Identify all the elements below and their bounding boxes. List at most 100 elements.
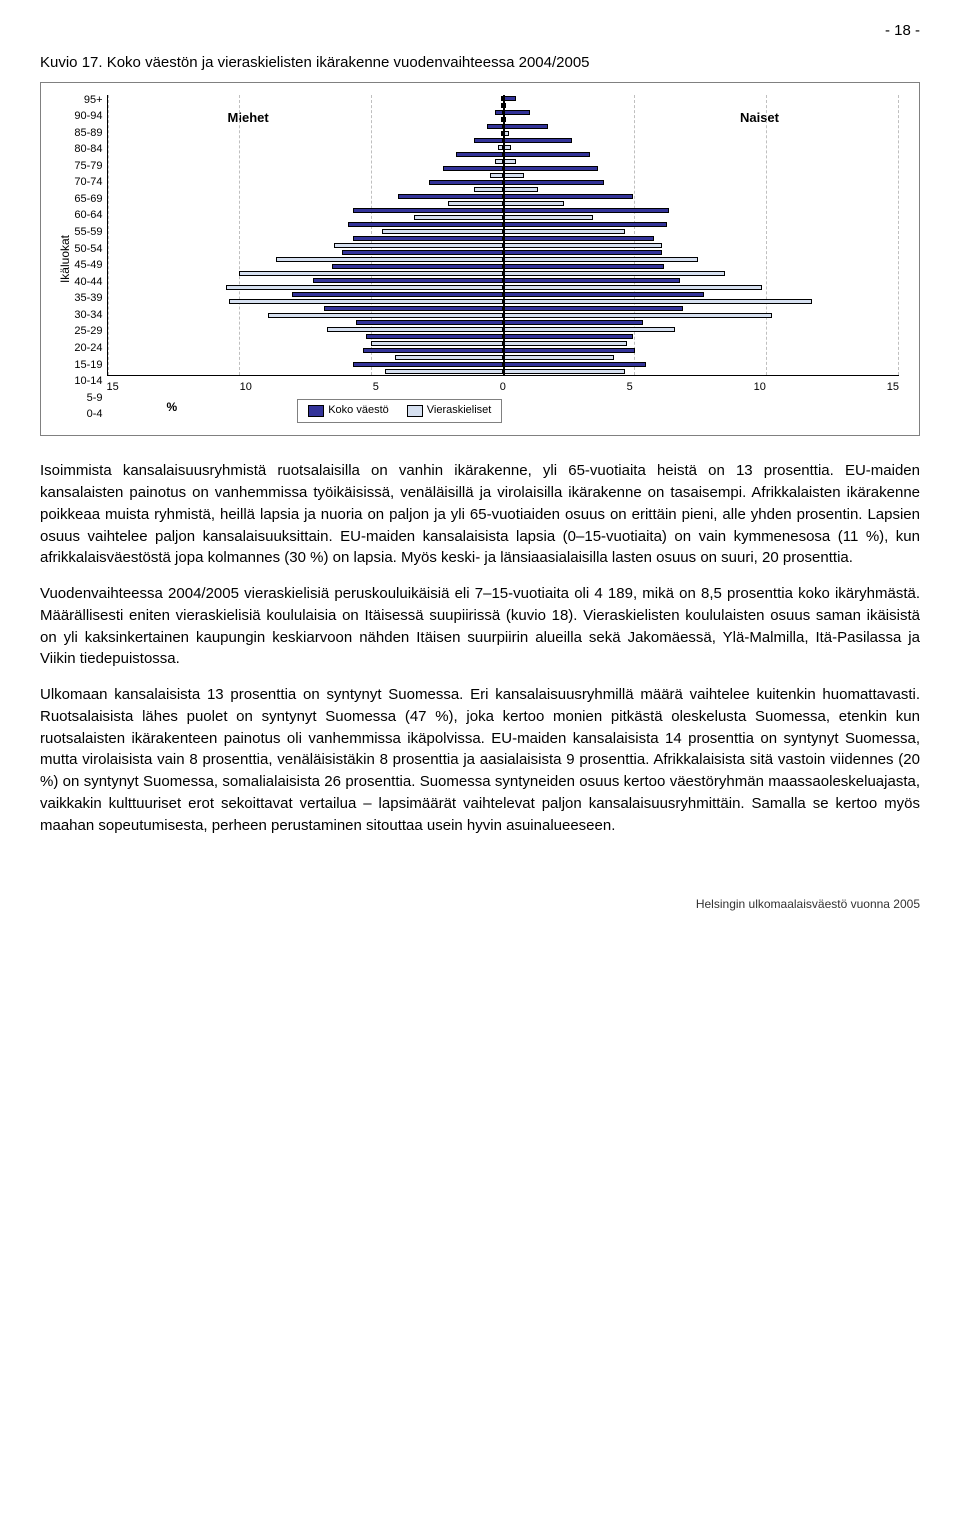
y-tick-label: 15-19	[74, 360, 102, 374]
x-tick-label: 15	[107, 380, 119, 396]
y-tick-label: 45-49	[74, 260, 102, 274]
legend-label-for: Vieraskieliset	[427, 404, 492, 416]
y-tick-label: 25-29	[74, 326, 102, 340]
bar-population	[503, 292, 704, 297]
bar-foreign	[385, 369, 504, 374]
bar-population	[503, 180, 603, 185]
bar-foreign	[503, 215, 593, 220]
bar-population	[356, 320, 504, 325]
bar-foreign	[503, 229, 624, 234]
y-axis-ticks: 95+90-9485-8980-8475-7970-7465-6960-6455…	[74, 95, 106, 424]
page-footer: Helsingin ulkomaalaisväestö vuonna 2005	[40, 896, 920, 913]
bar-foreign	[503, 173, 524, 178]
y-tick-label: 40-44	[74, 277, 102, 291]
bar-foreign	[503, 369, 624, 374]
bar-population	[503, 278, 680, 283]
chart-inner: Ikäluokat 95+90-9485-8980-8475-7970-7465…	[53, 95, 899, 424]
page: - 18 - Kuvio 17. Koko väestön ja vierask…	[0, 0, 960, 954]
bar-population	[456, 152, 503, 157]
bar-population	[503, 362, 645, 367]
center-axis	[503, 95, 505, 375]
x-tick-label: 10	[754, 380, 766, 396]
bar-population	[348, 222, 504, 227]
bar-population	[495, 110, 503, 115]
bar-foreign	[334, 243, 503, 248]
bar-population	[342, 250, 503, 255]
page-number: - 18 -	[40, 20, 920, 42]
x-axis-unit: %	[167, 399, 178, 416]
bar-population	[363, 348, 503, 353]
bar-foreign	[474, 187, 503, 192]
body-paragraph-2: Vuodenvaihteessa 2004/2005 vieraskielisi…	[40, 583, 920, 670]
bar-population	[292, 292, 503, 297]
bar-foreign	[503, 271, 725, 276]
bar-foreign	[503, 243, 661, 248]
bar-population	[443, 166, 504, 171]
x-tick-label: 0	[500, 380, 506, 396]
x-tick-label: 5	[373, 380, 379, 396]
bar-population	[503, 348, 635, 353]
bar-population	[503, 320, 643, 325]
bar-population	[503, 306, 682, 311]
y-tick-label: 60-64	[74, 210, 102, 224]
bar-foreign	[503, 355, 614, 360]
x-tick-label: 5	[627, 380, 633, 396]
y-tick-label: 90-94	[74, 111, 102, 125]
bar-foreign	[503, 313, 772, 318]
bar-foreign	[503, 257, 698, 262]
bar-population	[503, 264, 664, 269]
bar-population	[313, 278, 503, 283]
y-tick-label: 75-79	[74, 161, 102, 175]
bar-population	[503, 194, 632, 199]
y-tick-label: 85-89	[74, 128, 102, 142]
bar-foreign	[448, 201, 503, 206]
y-axis-label: Ikäluokat	[53, 235, 74, 283]
x-axis-block: % Koko väestö Vieraskieliset	[167, 399, 899, 423]
bar-population	[353, 208, 503, 213]
bar-foreign	[239, 271, 503, 276]
x-tick-label: 10	[240, 380, 252, 396]
bar-foreign	[490, 173, 503, 178]
y-tick-label: 50-54	[74, 244, 102, 258]
bar-population	[332, 264, 503, 269]
bar-foreign	[226, 285, 503, 290]
x-tick-label: 15	[887, 380, 899, 396]
y-tick-label: 10-14	[74, 376, 102, 390]
bar-foreign	[503, 285, 762, 290]
y-tick-label: 20-24	[74, 343, 102, 357]
bar-population	[503, 222, 667, 227]
x-axis-ticks: 15 10 5 0 5 10 15	[107, 380, 899, 396]
bar-population	[503, 138, 572, 143]
bar-foreign	[268, 313, 503, 318]
bar-population	[487, 124, 503, 129]
legend-swatch-pop	[308, 405, 324, 417]
y-tick-label: 65-69	[74, 194, 102, 208]
legend-item-pop: Koko väestö	[308, 403, 389, 419]
bar-population	[503, 124, 548, 129]
bar-population	[398, 194, 504, 199]
body-paragraph-1: Isoimmista kansalaisuusryhmistä ruotsala…	[40, 460, 920, 569]
bar-foreign	[495, 159, 503, 164]
legend-item-for: Vieraskieliset	[407, 403, 492, 419]
legend-swatch-for	[407, 405, 423, 417]
bar-foreign	[503, 201, 564, 206]
bar-foreign	[503, 341, 627, 346]
bar-foreign	[327, 327, 504, 332]
plot-area: Miehet Naiset	[107, 95, 899, 376]
y-tick-label: 55-59	[74, 227, 102, 241]
y-tick-label: 30-34	[74, 310, 102, 324]
legend-label-pop: Koko väestö	[328, 404, 389, 416]
population-pyramid-chart: Ikäluokat 95+90-9485-8980-8475-7970-7465…	[40, 82, 920, 437]
bar-population	[353, 362, 503, 367]
bar-population	[503, 208, 669, 213]
bar-population	[503, 236, 653, 241]
y-tick-label: 95+	[74, 95, 102, 109]
chart-legend: Koko väestö Vieraskieliset	[297, 399, 502, 423]
bar-foreign	[503, 187, 537, 192]
bar-population	[366, 334, 503, 339]
bar-population	[503, 166, 598, 171]
bar-population	[324, 306, 503, 311]
bar-foreign	[276, 257, 503, 262]
y-tick-label: 5-9	[74, 393, 102, 407]
bar-foreign	[503, 327, 674, 332]
